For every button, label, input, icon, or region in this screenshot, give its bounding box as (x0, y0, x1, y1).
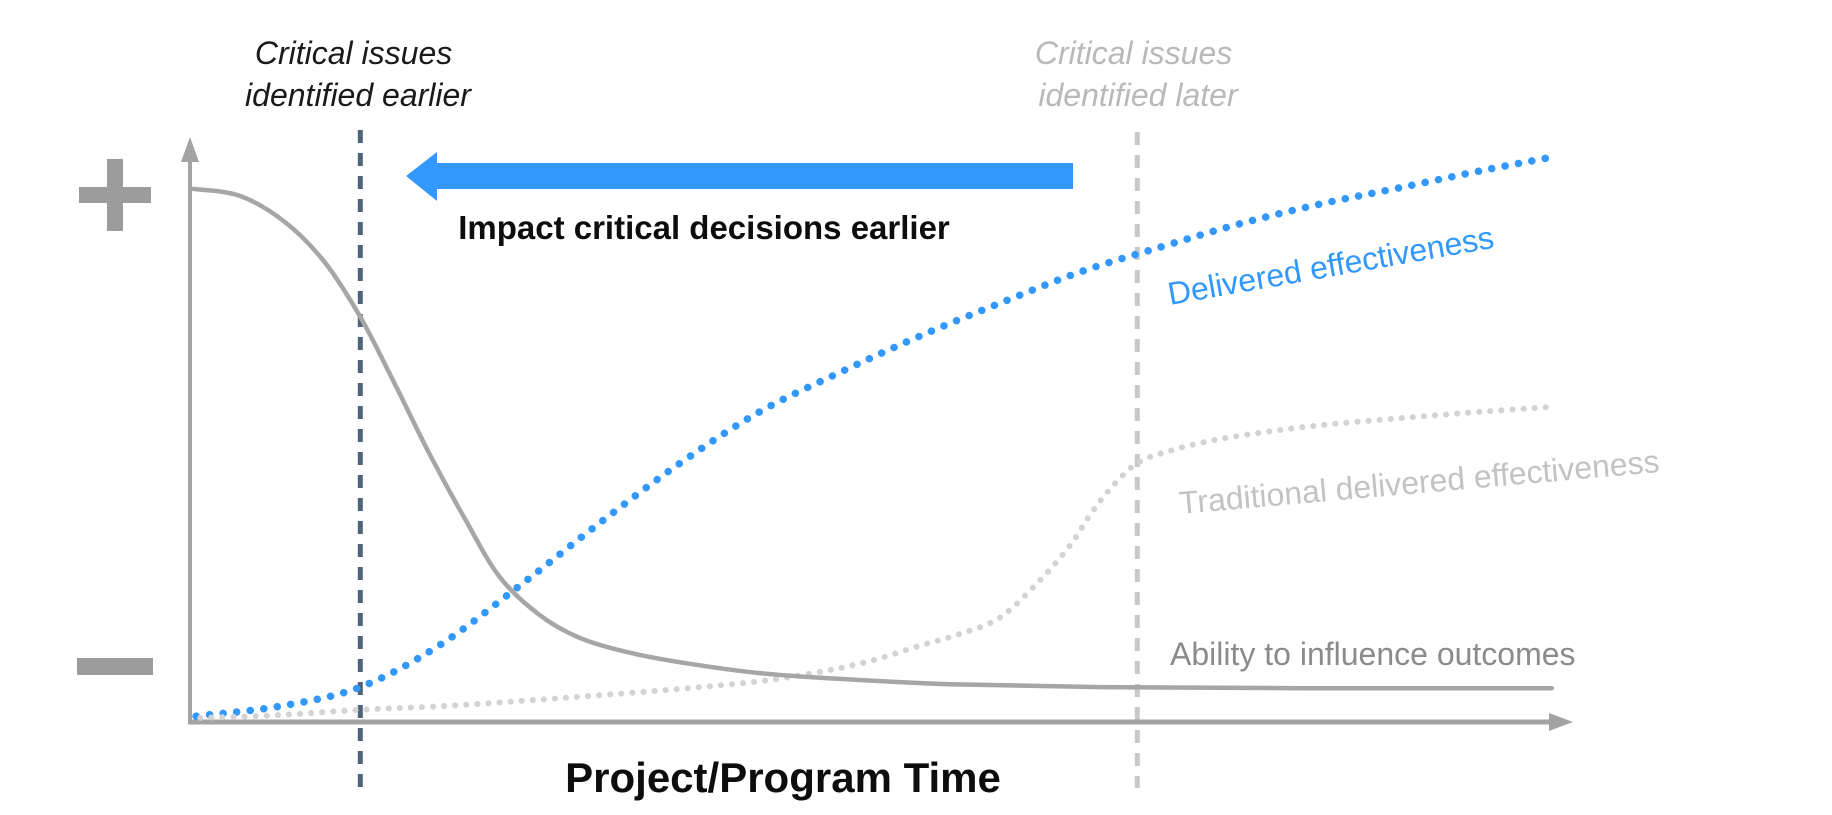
curve-group (191, 153, 1557, 721)
y-axis-arrowhead (181, 137, 199, 162)
curve-traditional-delivered-effectiveness (197, 404, 1551, 721)
y-axis (181, 137, 199, 722)
impact-arrow-label: Impact critical decisions earlier (458, 209, 950, 246)
curve-delivered-effectiveness (192, 153, 1557, 720)
early-marker-label-line1: Critical issues (255, 35, 452, 71)
late-marker-label-line2: identified later (1038, 77, 1239, 113)
x-axis (188, 713, 1573, 731)
late-marker-label-line1: Critical issues (1035, 35, 1232, 71)
early-marker-label-line2: identified earlier (245, 77, 472, 113)
late-marker-label: Critical issues identified later (1035, 35, 1241, 113)
minus-icon (77, 658, 153, 675)
early-marker-label: Critical issues identified earlier (245, 35, 472, 113)
series-label-traditional: Traditional delivered effectiveness (1177, 443, 1660, 521)
impact-arrow (406, 152, 1073, 201)
plus-icon (79, 159, 151, 231)
curve-ability-to-influence-outcomes (191, 186, 1555, 691)
x-axis-arrowhead (1549, 713, 1573, 731)
x-axis-title: Project/Program Time (565, 754, 1001, 801)
series-label-ability: Ability to influence outcomes (1170, 636, 1576, 672)
